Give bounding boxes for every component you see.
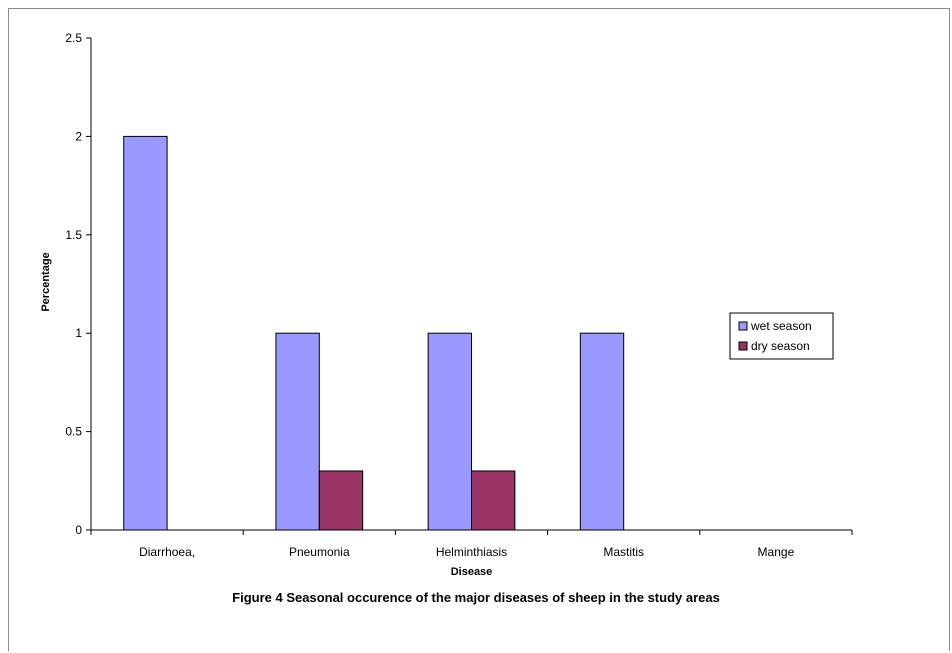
x-tick-label: Mastitis (603, 545, 644, 559)
y-tick-label: 0.5 (65, 425, 82, 439)
legend: wet season dry season (729, 312, 834, 360)
y-axis: 0 0.5 1 1.5 2 2.5 (65, 31, 92, 537)
bar-wet-season-1 (275, 332, 320, 531)
y-tick-label: 2.5 (65, 31, 82, 45)
x-tick-labels: Diarrhoea, Pneumonia Helminthiasis Mastitis… (139, 545, 794, 559)
bar-wet-season-2 (427, 332, 472, 531)
y-tick-label: 0 (75, 523, 82, 537)
legend-swatch (738, 321, 748, 331)
y-tick-label: 1.5 (65, 228, 82, 242)
figure-caption: Figure 4 Seasonal occurence of the major… (232, 590, 720, 605)
bar-dry-season-2 (471, 470, 516, 531)
y-axis-title: Percentage (40, 252, 52, 311)
legend-box (729, 312, 834, 360)
x-tick-label: Diarrhoea, (139, 545, 195, 559)
y-tick-label: 2 (75, 129, 82, 143)
bar-chart: 0 0.5 1 1.5 2 2.5 Diarrhoea, Pneumonia Helminth… (40, 31, 853, 578)
legend-label: dry season (751, 339, 810, 353)
bars (123, 135, 625, 531)
x-tick-label: Helminthiasis (436, 545, 507, 559)
x-tick-label: Pneumonia (289, 545, 350, 559)
y-tick-label: 1 (75, 326, 82, 340)
bar-wet-season-3 (579, 332, 625, 531)
bar-wet-season-0 (123, 135, 168, 531)
x-axis (90, 529, 853, 535)
bar-dry-season-1 (318, 470, 364, 531)
x-tick-label: Mange (758, 545, 795, 559)
legend-swatch (738, 341, 748, 351)
x-axis-title: Disease (451, 566, 493, 578)
chart-frame (8, 8, 950, 651)
legend-label: wet season (750, 319, 812, 333)
